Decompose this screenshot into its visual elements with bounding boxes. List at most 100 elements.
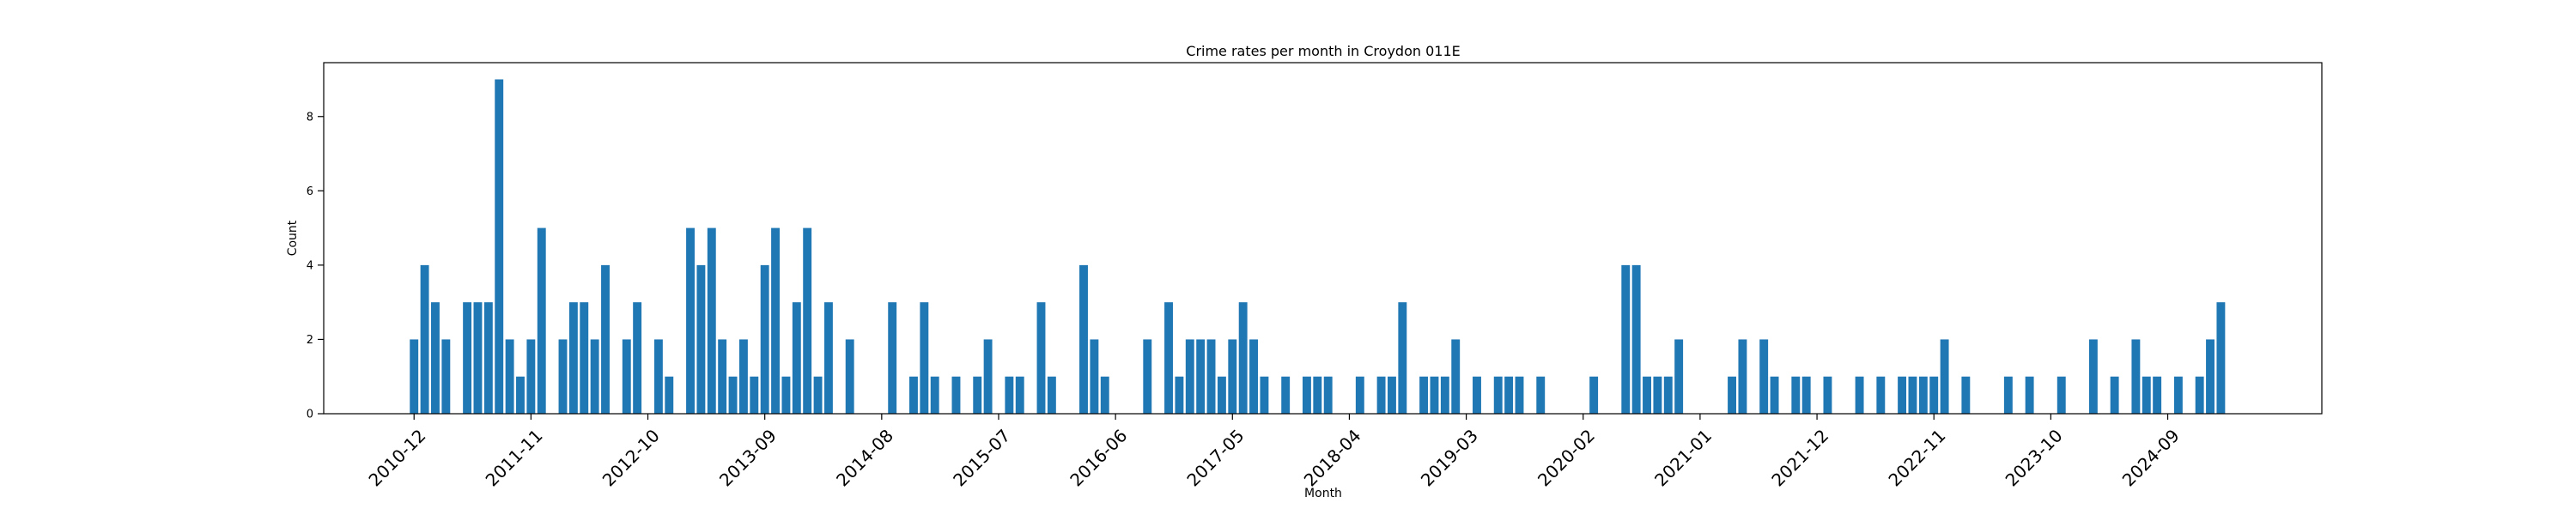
bar (845, 339, 854, 414)
bar (1791, 376, 1801, 414)
bar (909, 376, 918, 414)
bar (728, 376, 738, 414)
bar (483, 302, 493, 414)
bar (1908, 376, 1917, 414)
bar (601, 264, 610, 414)
bar (463, 302, 472, 414)
bar (1323, 376, 1333, 414)
bar (1196, 339, 1206, 414)
bar (696, 264, 706, 414)
bar (633, 302, 642, 414)
bar (1079, 264, 1088, 414)
bars-layer (410, 79, 2226, 414)
bar (1419, 376, 1429, 414)
bar (930, 376, 939, 414)
bar (2003, 376, 2013, 414)
y-tick-label: 2 (307, 334, 313, 347)
bar (1430, 376, 1439, 414)
bar (1898, 376, 1907, 414)
bar (653, 339, 663, 414)
chart-title: Crime rates per month in Croydon 011E (1186, 43, 1460, 59)
bar (2173, 376, 2183, 414)
bar (750, 376, 759, 414)
bar (1451, 339, 1461, 414)
bar (1801, 376, 1811, 414)
bar (505, 339, 514, 414)
bar (1388, 376, 1396, 414)
bar (420, 264, 429, 414)
bar (718, 339, 727, 414)
bar (1090, 339, 1099, 414)
bar (1738, 339, 1747, 414)
bar (441, 339, 451, 414)
plot-frame (323, 62, 2323, 415)
bar (951, 376, 961, 414)
bar (1217, 376, 1226, 414)
bar (1536, 376, 1546, 414)
bar (1504, 376, 1514, 414)
bar (1493, 376, 1503, 414)
bar (1281, 376, 1291, 414)
bar (622, 339, 631, 414)
bar (2206, 339, 2215, 414)
bar (1631, 264, 1641, 414)
bar (2057, 376, 2066, 414)
bar (1355, 376, 1364, 414)
bar (1376, 376, 1386, 414)
x-axis-label: Month (1304, 487, 1342, 500)
bar (781, 376, 791, 414)
bar (590, 339, 599, 414)
bar (1473, 376, 1481, 414)
bar (2025, 376, 2034, 414)
bar (1185, 339, 1194, 414)
bar (760, 264, 769, 414)
bar (792, 302, 801, 414)
bar (1036, 302, 1046, 414)
bar (473, 302, 483, 414)
bar (1929, 376, 1939, 414)
bar (1228, 339, 1237, 414)
bar (1206, 339, 1216, 414)
bar (665, 376, 674, 414)
y-tick-label: 0 (307, 409, 313, 421)
bar (1440, 376, 1449, 414)
bar (1918, 376, 1928, 414)
y-axis-label: Count (286, 220, 300, 256)
bar (1728, 376, 1736, 414)
bar (568, 302, 578, 414)
bar (1770, 376, 1779, 414)
bar (495, 79, 504, 414)
bar (431, 302, 440, 414)
bar (1249, 339, 1258, 414)
bar (1515, 376, 1524, 414)
bar (813, 376, 823, 414)
bar (580, 302, 589, 414)
y-tick-label: 4 (307, 259, 313, 272)
bar (2153, 376, 2162, 414)
bar (526, 339, 536, 414)
bar (1589, 376, 1599, 414)
bar (410, 339, 419, 414)
bar (1302, 376, 1311, 414)
bar (823, 302, 833, 414)
bar (1175, 376, 1184, 414)
bar (1674, 339, 1684, 414)
y-axis: 0 2 4 6 8 (307, 111, 324, 421)
bar (2195, 376, 2204, 414)
bar (2142, 376, 2151, 414)
bar (1940, 339, 1949, 414)
bar (537, 227, 546, 414)
bar (1653, 376, 1662, 414)
y-tick-label: 6 (307, 185, 313, 198)
bar (1164, 302, 1173, 414)
bar (1260, 376, 1269, 414)
bar (1047, 376, 1056, 414)
bar (2216, 302, 2226, 414)
bar (1313, 376, 1322, 414)
bar (1759, 339, 1769, 414)
bar (2088, 339, 2098, 414)
bar (686, 227, 695, 414)
bar (1238, 302, 1248, 414)
